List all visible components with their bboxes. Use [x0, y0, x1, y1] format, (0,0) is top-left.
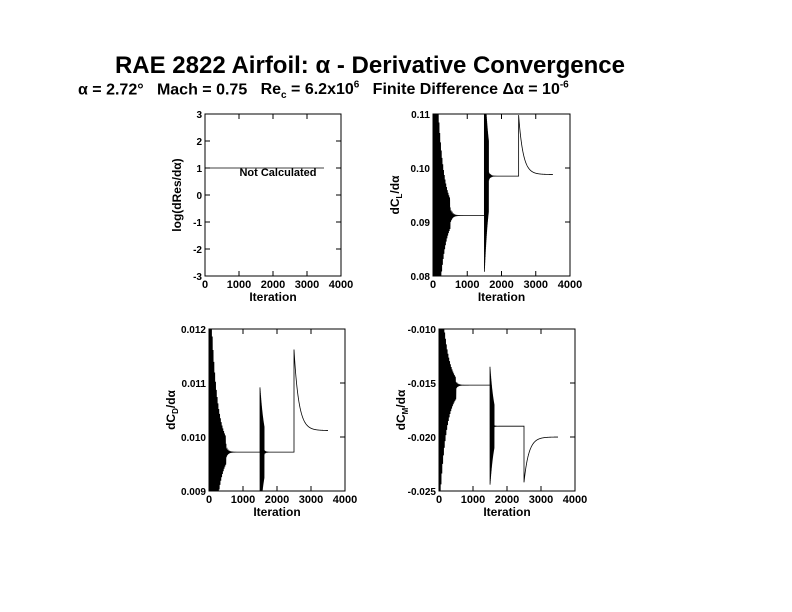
y-tick-label-dcm: -0.020 [408, 433, 437, 444]
x-tick-label-dcm: 1000 [461, 494, 485, 506]
series-line-dcm [439, 329, 558, 491]
y-tick-label-residual: -3 [193, 272, 202, 283]
annotation-residual: Not Calculated [239, 167, 316, 179]
y-tick-label-dcl: 0.09 [411, 218, 431, 229]
y-tick-label-dcm: -0.015 [408, 379, 437, 390]
subtitle-alpha: α = 2.72° [78, 81, 144, 99]
x-tick-label-dcl: 2000 [489, 279, 513, 291]
y-tick-label-dcm: -0.025 [408, 487, 437, 498]
x-tick-label-residual: 1000 [227, 279, 251, 291]
subtitle-re: Rec = 6.2x106 [260, 80, 360, 102]
y-tick-label-dcd: 0.012 [181, 325, 206, 336]
plot-frame-dcd [208, 328, 346, 492]
x-tick-label-dcm: 3000 [529, 494, 553, 506]
x-tick-label-dcm: 2000 [495, 494, 519, 506]
x-tick-label-dcd: 1000 [231, 494, 255, 506]
x-tick-label-dcl: 4000 [558, 279, 582, 291]
subtitle-fd-exp: -6 [559, 80, 569, 91]
plot-frame-dcl [432, 113, 571, 277]
y-axis-label-dcl: dCL/dα [388, 175, 404, 215]
y-tick-label-dcd: 0.011 [182, 379, 207, 390]
chart-dcd: 0 1000 2000 3000 4000 0.009 0.010 0.011 0.012 Ite… [164, 325, 357, 519]
y-axis-label-dcd: dCD/dα [164, 389, 180, 429]
subtitle-re-sub: c [281, 90, 287, 102]
y-tick-label-dcl: 0.10 [411, 164, 431, 175]
y-axis-label-residual: log(dRes/dα) [170, 158, 184, 231]
y-axis-label-dcm: dCM/dα [394, 389, 410, 430]
chart-dcm: 0 1000 2000 3000 4000 -0.025 -0.020 -0.015 -0.01… [394, 325, 587, 519]
chart-title: RAE 2822 Airfoil: α - Derivative Converg… [114, 52, 626, 79]
y-tick-label-dcl: 0.11 [411, 110, 430, 121]
x-tick-label-residual: 4000 [329, 279, 353, 291]
y-tick-label-dcd: 0.009 [181, 487, 206, 498]
chart-subtitle: α = 2.72° Mach = 0.75 Rec = 6.2x106 Fini… [78, 80, 718, 102]
y-tick-label-residual: 1 [196, 164, 202, 175]
y-tick-label-residual: 0 [196, 191, 202, 202]
y-tick-label-residual: -1 [193, 218, 202, 229]
x-axis-label-dcl: Iteration [478, 290, 525, 304]
y-tick-label-dcd: 0.010 [181, 433, 206, 444]
x-axis-label-residual: Iteration [249, 290, 296, 304]
x-tick-label-dcm: 0 [436, 494, 442, 506]
x-tick-label-residual: 0 [202, 279, 208, 291]
x-tick-label-dcd: 2000 [265, 494, 289, 506]
chart-residual: 0 1000 2000 3000 4000 -3 -2 -1 0 1 2 3 Iteration log(… [170, 110, 353, 304]
series-line-dcd [209, 329, 328, 491]
subtitle-fd: Finite Difference Δα = 10-6 [372, 80, 569, 99]
x-tick-label-residual: 3000 [295, 279, 319, 291]
subtitle-re-exp: 6 [353, 80, 360, 91]
subtitle-mach: Mach = 0.75 [156, 81, 248, 99]
y-tick-label-residual: -2 [193, 245, 202, 256]
x-tick-label-dcd: 0 [206, 494, 212, 506]
x-tick-label-dcl: 3000 [524, 279, 548, 291]
plot-frame-residual [204, 113, 342, 277]
series-line-dcl [433, 114, 553, 276]
subtitle-fd-text: Finite Difference Δα = 10 [372, 81, 560, 99]
x-axis-label-dcd: Iteration [253, 505, 300, 519]
plot-frame-dcm [438, 328, 576, 492]
x-tick-label-residual: 2000 [261, 279, 285, 291]
chart-dcl: 0 1000 2000 3000 4000 0.08 0.09 0.10 0.11 Iterati… [388, 110, 582, 304]
x-axis-label-dcm: Iteration [483, 505, 530, 519]
subtitle-re-label: Re [260, 81, 282, 99]
x-tick-label-dcl: 0 [430, 279, 436, 291]
x-tick-label-dcd: 4000 [333, 494, 357, 506]
subtitle-re-value: = 6.2x10 [286, 81, 354, 99]
y-tick-label-dcm: -0.010 [408, 325, 437, 336]
y-tick-label-residual: 2 [196, 137, 202, 148]
y-tick-label-residual: 3 [196, 110, 202, 121]
y-tick-label-dcl: 0.08 [411, 272, 431, 283]
x-tick-label-dcl: 1000 [455, 279, 479, 291]
x-tick-label-dcd: 3000 [299, 494, 323, 506]
x-tick-label-dcm: 4000 [563, 494, 587, 506]
